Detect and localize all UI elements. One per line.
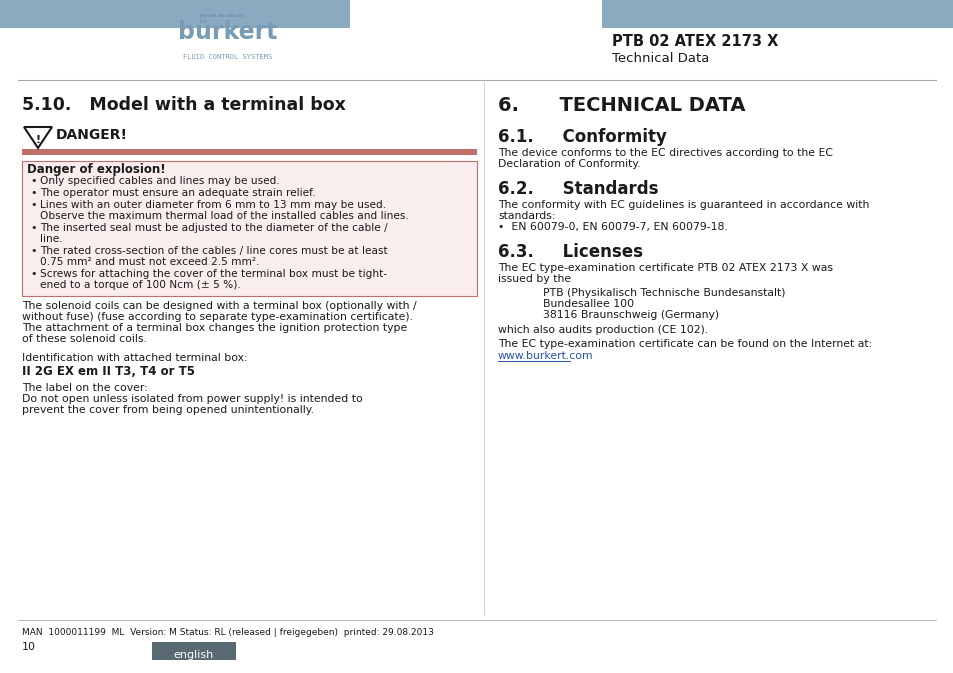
Text: Do not open unless isolated from power supply! is intended to: Do not open unless isolated from power s… (22, 394, 362, 404)
Text: •: • (30, 176, 36, 186)
Text: ened to a torque of 100 Ncm (± 5 %).: ened to a torque of 100 Ncm (± 5 %). (40, 280, 240, 290)
Text: which also audits production (CE 102).: which also audits production (CE 102). (497, 325, 707, 335)
Bar (235, 14, 243, 17)
Bar (152, 642, 235, 660)
Text: The rated cross-section of the cables / line cores must be at least: The rated cross-section of the cables / … (40, 246, 387, 256)
Text: FLUID CONTROL SYSTEMS: FLUID CONTROL SYSTEMS (183, 54, 273, 60)
Text: Bundesallee 100: Bundesallee 100 (542, 299, 634, 309)
Text: Only specified cables and lines may be used.: Only specified cables and lines may be u… (40, 176, 279, 186)
Text: DANGER!: DANGER! (56, 128, 128, 142)
Text: The operator must ensure an adequate strain relief.: The operator must ensure an adequate str… (40, 188, 315, 198)
Text: www.burkert.com: www.burkert.com (497, 351, 593, 361)
Text: prevent the cover from being opened unintentionally.: prevent the cover from being opened unin… (22, 405, 314, 415)
Text: Identification with attached terminal box:: Identification with attached terminal bo… (22, 353, 248, 363)
Text: •: • (30, 223, 36, 233)
Polygon shape (24, 127, 52, 148)
Text: •: • (30, 269, 36, 279)
Bar (22, 149, 476, 155)
Text: 38116 Braunschweig (Germany): 38116 Braunschweig (Germany) (542, 310, 719, 320)
Text: PTB (Physikalisch Technische Bundesanstalt): PTB (Physikalisch Technische Bundesansta… (542, 288, 784, 298)
Text: 5.10.   Model with a terminal box: 5.10. Model with a terminal box (22, 96, 346, 114)
Text: Declaration of Conformity.: Declaration of Conformity. (497, 159, 640, 169)
Text: The attachment of a terminal box changes the ignition protection type: The attachment of a terminal box changes… (22, 323, 407, 333)
Text: 6.      TECHNICAL DATA: 6. TECHNICAL DATA (497, 96, 744, 115)
Text: Lines with an outer diameter from 6 mm to 13 mm may be used.: Lines with an outer diameter from 6 mm t… (40, 200, 386, 210)
Text: Technical Data: Technical Data (612, 52, 709, 65)
Text: of these solenoid coils.: of these solenoid coils. (22, 334, 147, 344)
Text: !: ! (35, 135, 41, 145)
Text: Danger of explosion!: Danger of explosion! (27, 163, 166, 176)
Text: The label on the cover:: The label on the cover: (22, 383, 148, 393)
Text: The device conforms to the EC directives according to the EC: The device conforms to the EC directives… (497, 148, 832, 158)
Text: •  EN 60079-0, EN 60079-7, EN 60079-18.: • EN 60079-0, EN 60079-7, EN 60079-18. (497, 222, 727, 232)
Bar (200, 14, 207, 17)
Text: The conformity with EC guidelines is guaranteed in accordance with: The conformity with EC guidelines is gua… (497, 200, 868, 210)
Bar (601, 0, 953, 28)
Bar (0, 0, 350, 28)
Text: PTB 02 ATEX 2173 X: PTB 02 ATEX 2173 X (612, 34, 778, 49)
Text: bürkert: bürkert (178, 20, 277, 44)
Text: MAN  1000011199  ML  Version: M Status: RL (released | freigegeben)  printed: 29: MAN 1000011199 ML Version: M Status: RL … (22, 628, 434, 637)
Text: line.: line. (40, 234, 63, 244)
Text: The EC type-examination certificate can be found on the Internet at:: The EC type-examination certificate can … (497, 339, 871, 349)
Bar (218, 14, 225, 17)
Text: •: • (30, 200, 36, 210)
Text: english: english (173, 650, 213, 660)
Text: The solenoid coils can be designed with a terminal box (optionally with /: The solenoid coils can be designed with … (22, 301, 416, 311)
Bar (22, 161, 476, 296)
Text: without fuse) (fuse according to separate type-examination certificate).: without fuse) (fuse according to separat… (22, 312, 413, 322)
Text: Observe the maximum thermal load of the installed cables and lines.: Observe the maximum thermal load of the … (40, 211, 408, 221)
Text: The EC type-examination certificate PTB 02 ATEX 2173 X was: The EC type-examination certificate PTB … (497, 263, 832, 273)
Text: •: • (30, 246, 36, 256)
Text: issued by the: issued by the (497, 274, 571, 284)
Bar (227, 14, 233, 17)
Text: 6.1.     Conformity: 6.1. Conformity (497, 128, 666, 146)
Bar (209, 14, 215, 17)
Text: The inserted seal must be adjusted to the diameter of the cable /: The inserted seal must be adjusted to th… (40, 223, 387, 233)
Text: 6.2.     Standards: 6.2. Standards (497, 180, 658, 198)
Text: 10: 10 (22, 642, 36, 652)
Text: 0.75 mm² and must not exceed 2.5 mm².: 0.75 mm² and must not exceed 2.5 mm². (40, 257, 259, 267)
Text: Screws for attaching the cover of the terminal box must be tight-: Screws for attaching the cover of the te… (40, 269, 387, 279)
Text: 6.3.     Licenses: 6.3. Licenses (497, 243, 642, 261)
Text: II 2G EX em II T3, T4 or T5: II 2G EX em II T3, T4 or T5 (22, 365, 194, 378)
Text: standards:: standards: (497, 211, 555, 221)
Text: •: • (30, 188, 36, 198)
